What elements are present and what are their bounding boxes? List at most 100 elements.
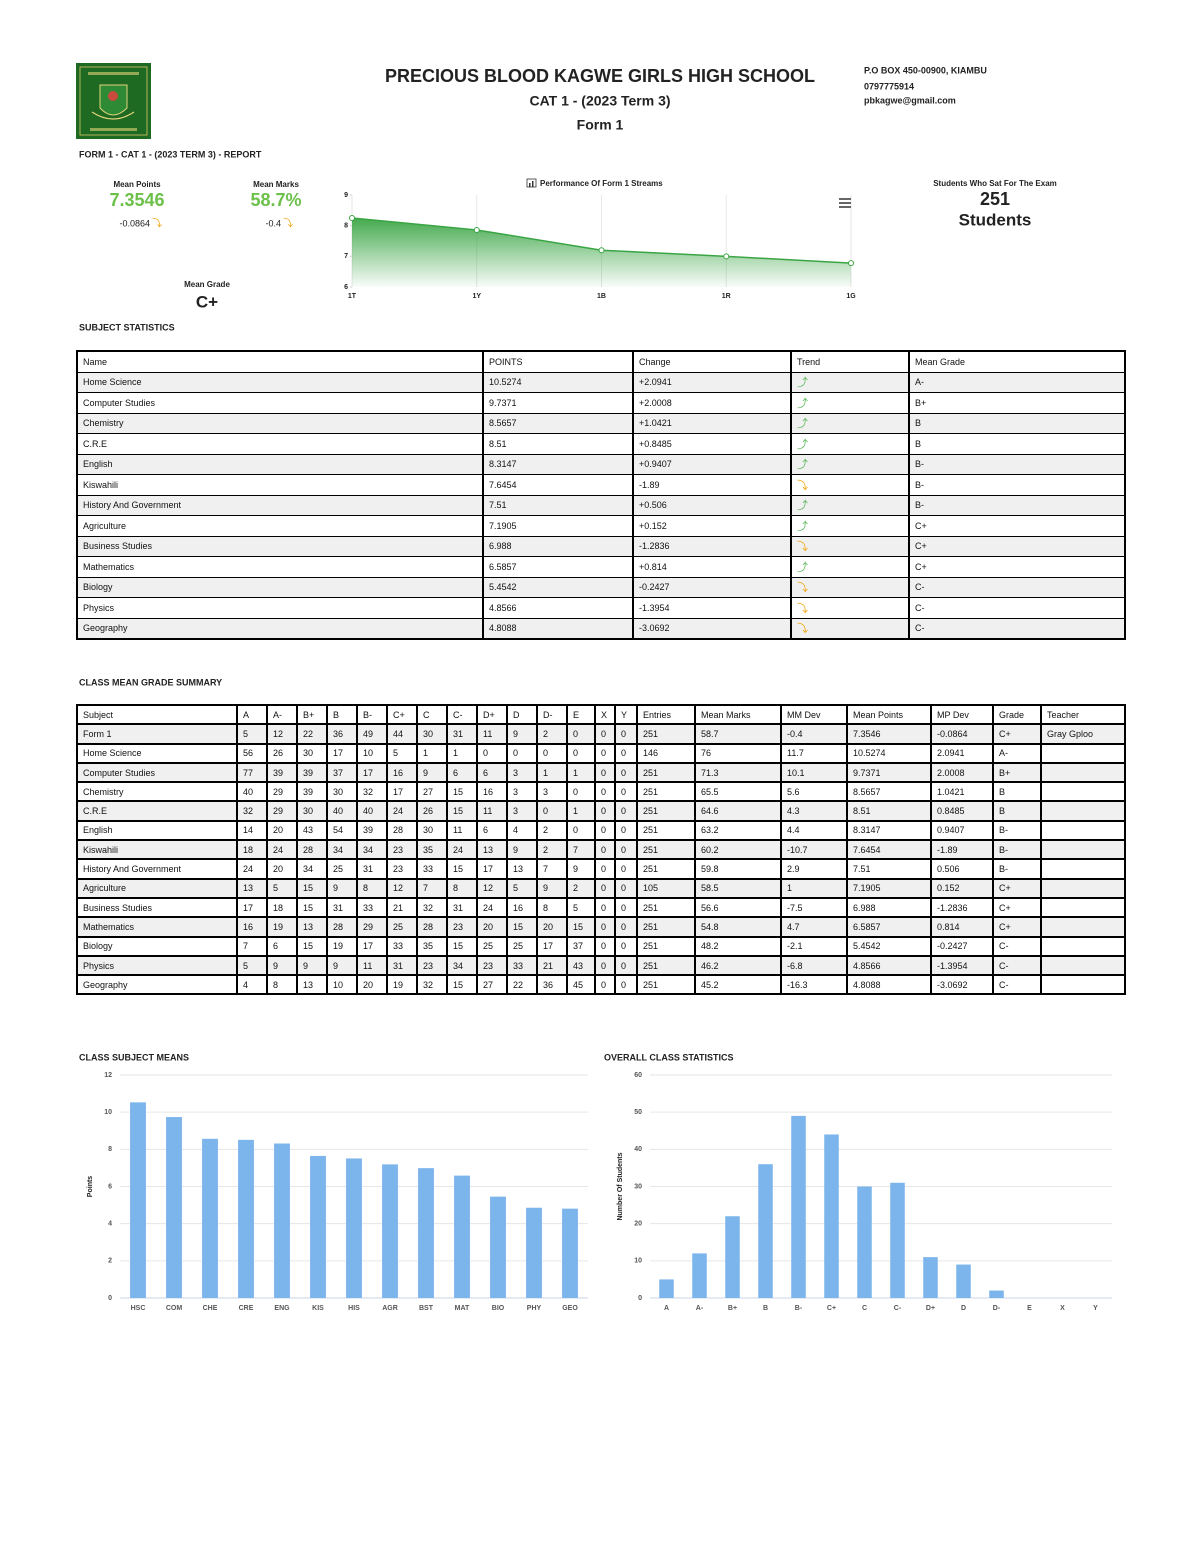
- table-cell: 251: [636, 896, 696, 919]
- table-cell: +0.9407: [632, 453, 792, 475]
- table-row: History And Government 24 20 34 25 31 23 33 15 17…: [76, 858, 1126, 880]
- table-cell: 0: [594, 916, 616, 938]
- table-cell: -1.89: [632, 474, 792, 496]
- table-row: Physics 4.8566 -1.3954 ⤵ C-: [76, 597, 1126, 619]
- data-point: [848, 260, 854, 267]
- table-cell: B+: [992, 761, 1042, 784]
- table-cell: 251: [636, 781, 696, 803]
- table-cell: 35: [416, 839, 448, 861]
- table-cell: 31: [326, 896, 358, 919]
- table-cell: 26: [266, 742, 298, 764]
- table-cell: 39: [266, 761, 298, 784]
- table-cell: 7.6454: [846, 839, 932, 861]
- x-tick-label: C: [862, 1305, 867, 1312]
- table-cell: 65.5: [694, 781, 782, 803]
- table-cell: 26: [416, 800, 448, 822]
- table-cell: [1040, 761, 1126, 784]
- table-cell: B: [992, 800, 1042, 822]
- table-cell: 2: [566, 877, 596, 899]
- table-cell: 37: [326, 761, 358, 784]
- table-cell: -16.3: [780, 974, 848, 996]
- table-cell: 31: [356, 858, 388, 880]
- table-cell: 0: [566, 723, 596, 745]
- table-cell: 4.7: [780, 916, 848, 938]
- table-row: Biology 7 6 15 19 17 33 35 15 25 25 17 37 0 0 251 48.2 -2…: [76, 935, 1126, 957]
- table-cell: 0: [536, 800, 568, 822]
- mean-points-change: -0.0864: [119, 218, 150, 228]
- table-cell: 20: [536, 916, 568, 938]
- table-cell: 29: [356, 916, 388, 938]
- x-tick-label: COM: [166, 1305, 183, 1312]
- y-tick-label: 2: [108, 1258, 112, 1265]
- chart-menu-icon[interactable]: [839, 198, 851, 208]
- table-cell: 8: [266, 974, 298, 996]
- column-header: Name: [76, 350, 484, 373]
- table-cell: 30: [416, 723, 448, 745]
- table-cell: -7.5: [780, 896, 848, 919]
- table-cell: 0: [594, 781, 616, 803]
- table-cell: 44: [386, 723, 418, 745]
- section-title: CLASS SUBJECT MEANS: [79, 1052, 189, 1062]
- table-cell: 6.5857: [482, 556, 634, 578]
- table-cell: 36: [536, 974, 568, 996]
- table-cell: 25: [326, 858, 358, 880]
- table-cell: Mathematics: [76, 556, 484, 578]
- table-cell: Gray Gploo: [1040, 723, 1126, 745]
- column-header: Teacher: [1040, 703, 1126, 726]
- table-cell: 0: [476, 742, 508, 764]
- column-header: E: [566, 703, 596, 726]
- table-cell: -6.8: [780, 954, 848, 977]
- table-cell: 15: [446, 800, 478, 822]
- table-row: Agriculture 13 5 15 9 8 12 7 8 12 5 9 2 0 0 105 58.5 1 7.1…: [76, 877, 1126, 899]
- table-cell: 7: [566, 839, 596, 861]
- table-cell: 19: [386, 974, 418, 996]
- table-cell: 43: [296, 819, 328, 842]
- contact-email: pbkagwe@gmail.com: [864, 95, 956, 105]
- column-header: C: [416, 703, 448, 726]
- table-cell: 23: [386, 839, 418, 861]
- table-row: Home Science 56 26 30 17 10 5 1 1 0 0 0 0 0 0 146 76 11.7…: [76, 742, 1126, 764]
- x-tick-label: A: [664, 1305, 669, 1312]
- table-cell: 7: [536, 858, 568, 880]
- table-cell: 2: [536, 839, 568, 861]
- column-header: D: [506, 703, 538, 726]
- table-row: History And Government 7.51 +0.506 ⤴ B-: [76, 494, 1126, 516]
- table-cell: 13: [506, 858, 538, 880]
- table-cell: 33: [506, 954, 538, 977]
- table-cell: 33: [386, 935, 418, 957]
- table-cell: 7: [236, 935, 268, 957]
- table-cell: C+: [992, 723, 1042, 745]
- bar: [382, 1164, 398, 1298]
- table-cell: B: [992, 781, 1042, 803]
- table-cell: 21: [386, 896, 418, 919]
- table-cell: 29: [266, 800, 298, 822]
- table-cell: [1040, 819, 1126, 842]
- table-cell: 35: [416, 935, 448, 957]
- table-cell: 9: [326, 877, 358, 899]
- mean-marks-change: -0.4: [265, 218, 281, 228]
- table-cell: 0: [594, 839, 616, 861]
- table-cell: 3: [506, 800, 538, 822]
- table-cell: C-: [908, 576, 1126, 598]
- bar: [758, 1164, 773, 1298]
- table-cell: 0.152: [930, 877, 994, 899]
- x-tick-label: KIS: [312, 1305, 324, 1312]
- column-header: C+: [386, 703, 418, 726]
- bar: [857, 1186, 872, 1298]
- table-cell: Home Science: [76, 371, 484, 393]
- table-cell: 28: [296, 839, 328, 861]
- school-logo: [76, 63, 151, 139]
- column-header: Change: [632, 350, 792, 373]
- table-cell: 17: [326, 742, 358, 764]
- table-cell: ⤴: [790, 371, 910, 393]
- x-tick-label: Y: [1093, 1305, 1098, 1312]
- table-cell: 5.6: [780, 781, 848, 803]
- table-cell: 30: [296, 800, 328, 822]
- table-cell: 0: [566, 742, 596, 764]
- column-header: MP Dev: [930, 703, 994, 726]
- table-cell: 25: [476, 935, 508, 957]
- table-row: Mathematics 6.5857 +0.814 ⤴ C+: [76, 556, 1126, 578]
- x-tick-label: B-: [795, 1305, 803, 1312]
- table-cell: 46.2: [694, 954, 782, 977]
- table-cell: 34: [326, 839, 358, 861]
